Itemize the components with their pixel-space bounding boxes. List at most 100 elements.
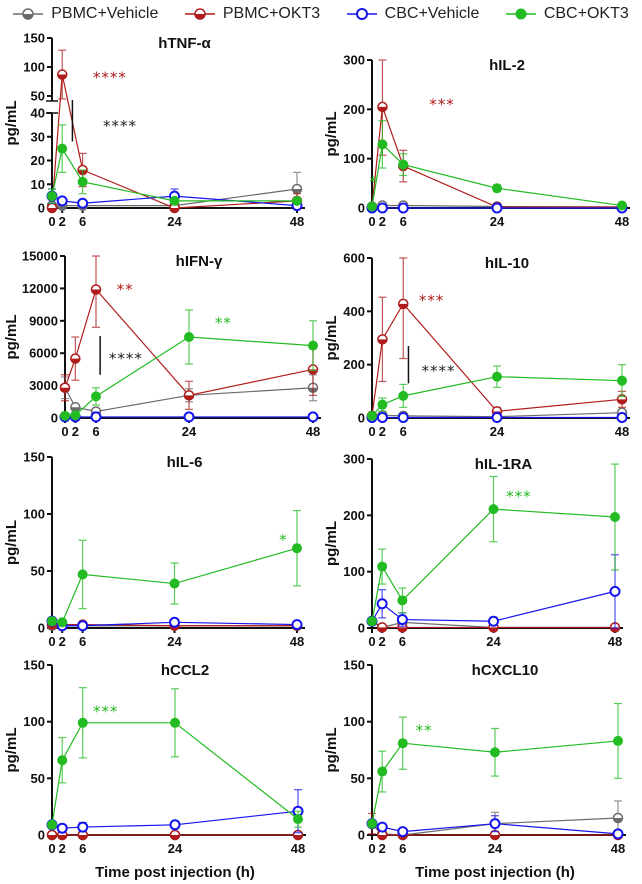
panel-hccl2: 0 50 100 150 0 2 6 24 48 hCCL2 pg/mL Time post inje…	[3, 658, 306, 881]
data-point	[47, 819, 57, 830]
panel-hcxcl10: 0 50 100 150 0 2 6 24 48 hCXCL10 pg/mL Time post in…	[323, 658, 626, 881]
y-tick-label: 50	[31, 89, 45, 104]
x-tick-label: 0	[48, 841, 55, 856]
y-tick-label: 0	[51, 411, 58, 426]
y-axis-label: pg/mL	[3, 520, 20, 565]
y-axis-label: pg/mL	[323, 521, 340, 566]
panel-title: hIFN-γ	[176, 253, 223, 270]
x-tick-label: 6	[400, 424, 407, 439]
data-point	[610, 512, 620, 523]
data-point	[46, 202, 58, 214]
legend-item: PBMC+Vehicle	[13, 5, 158, 23]
series-cbc-vehicle	[59, 411, 319, 423]
significance-label: ***	[93, 702, 119, 720]
data-point	[77, 569, 88, 580]
x-tick-label: 0	[368, 841, 375, 856]
y-tick-label: 0	[38, 621, 45, 636]
y-tick-label: 300	[343, 452, 365, 467]
series-cbc-vehicle	[366, 554, 621, 629]
significance-label: ***	[429, 95, 455, 113]
y-tick-label: 0	[358, 411, 365, 426]
y-tick-label: 0	[358, 621, 365, 636]
y-tick-label: 100	[23, 507, 45, 522]
x-tick-label: 48	[306, 424, 320, 439]
data-point	[22, 8, 34, 20]
data-point	[77, 620, 89, 632]
significance-label: ****	[109, 350, 143, 368]
data-point	[292, 195, 302, 206]
significance-label: ****	[93, 68, 127, 86]
data-point	[170, 717, 180, 728]
legend-item: CBC+Vehicle	[346, 5, 479, 23]
series-line	[371, 143, 623, 207]
y-tick-label: 0	[358, 828, 365, 843]
series-cbc-vehicle	[366, 202, 628, 214]
panel-hil-6: 0 50 100 150 0 2 6 24 48 hIL-6 pg/mL *	[3, 450, 305, 649]
data-point	[616, 411, 628, 423]
data-point	[376, 821, 388, 833]
data-point	[491, 411, 503, 423]
significance-label: ****	[103, 117, 137, 135]
panel-title: hIL-1RA	[475, 456, 533, 473]
significance-label: **	[117, 280, 134, 298]
data-point	[57, 143, 68, 154]
x-tick-label: 6	[79, 214, 86, 229]
x-tick-label: 0	[368, 634, 375, 649]
y-axis-label: pg/mL	[323, 112, 340, 157]
x-tick-label: 24	[167, 634, 182, 649]
data-point	[397, 411, 409, 423]
panel-htnf-: 0 10 20 30 40 50 100 150 0 2 6 24 48 hTNF-α pg/mL **** *…	[3, 31, 305, 229]
data-point	[612, 812, 624, 824]
y-tick-label: 0	[38, 828, 45, 843]
data-point	[46, 829, 58, 841]
y-axis-label: pg/mL	[323, 316, 340, 361]
series-cbc-okt3	[367, 702, 623, 829]
data-point	[398, 159, 409, 170]
data-point	[617, 375, 627, 386]
panel-hil-1ra: 0 100 200 300 0 2 6 24 48 hIL-1RA pg/mL ***	[323, 452, 623, 649]
data-point	[308, 340, 318, 351]
x-tick-label: 2	[59, 214, 66, 229]
data-point	[56, 822, 68, 834]
y-tick-label: 100	[23, 714, 45, 729]
y-tick-label: 9000	[29, 313, 58, 328]
series-cbc-okt3	[47, 687, 303, 830]
data-point	[70, 353, 81, 364]
y-tick-label: 6000	[29, 346, 58, 361]
data-point	[367, 616, 377, 627]
legend-item: PBMC+OKT3	[184, 5, 320, 23]
data-point	[194, 8, 206, 20]
x-tick-label: 2	[72, 424, 79, 439]
y-tick-label: 20	[31, 153, 45, 168]
data-point	[77, 821, 89, 833]
data-point	[47, 616, 57, 627]
x-tick-label: 6	[400, 214, 407, 229]
series-cbc-okt3	[367, 463, 620, 627]
x-tick-label: 24	[167, 214, 182, 229]
y-tick-label: 30	[31, 129, 45, 144]
series-cbc-okt3	[60, 309, 318, 421]
data-point	[491, 202, 503, 214]
x-tick-label: 2	[379, 634, 386, 649]
data-point	[609, 585, 621, 597]
x-tick-label: 6	[79, 634, 86, 649]
data-point	[91, 391, 101, 402]
x-tick-label: 24	[486, 634, 501, 649]
series-pbmc-okt3	[59, 255, 319, 410]
series-cbc-okt3	[47, 124, 302, 206]
data-point	[367, 818, 377, 829]
data-point	[398, 390, 409, 401]
data-point	[169, 195, 180, 206]
series-line	[51, 74, 298, 209]
data-point	[293, 814, 303, 825]
data-point	[77, 176, 88, 187]
y-tick-label: 10	[31, 177, 45, 192]
data-point	[613, 735, 623, 746]
data-point	[47, 191, 57, 202]
data-point	[612, 828, 624, 840]
x-axis-label: Time post injection (h)	[95, 864, 255, 881]
data-point	[617, 200, 627, 211]
data-point	[397, 738, 408, 749]
